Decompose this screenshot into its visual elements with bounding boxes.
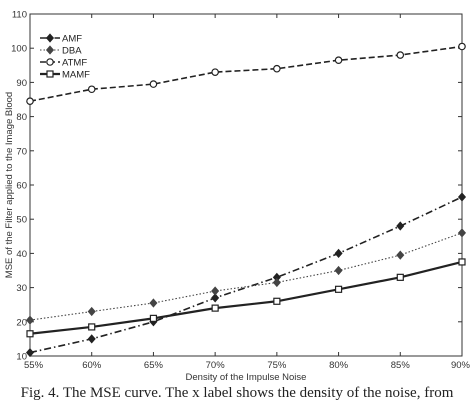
- data-point-atmf: [396, 51, 405, 59]
- x-tick-label: 70%: [206, 360, 226, 371]
- x-tick-label: 90%: [451, 360, 471, 371]
- data-point-mamf: [211, 304, 219, 312]
- y-tick-label: 30: [16, 283, 27, 294]
- data-point-dba: [149, 298, 158, 308]
- data-point-atmf: [211, 68, 219, 76]
- data-point-amf: [211, 293, 220, 303]
- figure-caption: Fig. 4. The MSE curve. The x label shows…: [20, 385, 454, 401]
- data-point-mamf: [334, 285, 343, 293]
- data-point-dba: [25, 315, 35, 325]
- y-tick-label: 60: [16, 181, 27, 192]
- x-tick-label: 80%: [329, 360, 349, 371]
- data-point-mamf: [396, 273, 404, 281]
- data-point-mamf: [149, 314, 158, 322]
- y-tick-label: 50: [16, 215, 27, 226]
- x-tick-label: 65%: [144, 360, 164, 371]
- y-tick-label: 70: [16, 146, 27, 157]
- series-line-mamf: [29, 260, 463, 335]
- y-tick-label: 100: [11, 44, 27, 55]
- data-point-atmf: [149, 80, 158, 88]
- legend-label-amf: AMF: [62, 34, 82, 45]
- y-axis-label: MSE of the Filter applied to the Image B…: [4, 92, 15, 278]
- data-point-amf: [334, 248, 343, 259]
- data-point-mamf: [458, 258, 466, 266]
- x-axis-label: Density of the Impulse Noise: [186, 372, 307, 383]
- legend-marker-mamf: [46, 70, 54, 78]
- y-tick-label: 40: [16, 249, 27, 260]
- data-point-dba: [334, 265, 343, 276]
- y-tick-label: 90: [16, 78, 27, 89]
- data-point-amf: [457, 192, 467, 202]
- legend-marker-amf: [45, 33, 55, 43]
- data-point-atmf: [26, 97, 34, 106]
- y-tick-label: 10: [16, 352, 27, 363]
- y-tick-label: 80: [16, 112, 27, 123]
- legend-label-dba: DBA: [62, 46, 82, 57]
- legend-marker-atmf: [46, 58, 54, 66]
- data-point-amf: [396, 221, 405, 231]
- x-tick-label: 55%: [24, 360, 44, 371]
- data-point-dba: [211, 286, 220, 296]
- x-tick-label: 85%: [391, 360, 411, 371]
- y-tick-label: 110: [12, 10, 27, 21]
- series-line-atmf: [29, 45, 463, 102]
- legend-marker-dba: [45, 45, 55, 55]
- mse-line-chart: 10 20 30 40 50 60 70 80 90 100 110 55% 60% 65% 70% 75% 8…: [4, 10, 471, 384]
- data-point-amf: [25, 347, 35, 358]
- data-point-mamf: [88, 323, 96, 331]
- legend-label-mamf: MAMF: [62, 70, 90, 81]
- data-point-dba: [272, 277, 281, 288]
- data-point-atmf: [273, 64, 281, 73]
- data-point-atmf: [458, 42, 466, 51]
- data-point-amf: [87, 334, 96, 344]
- data-point-dba: [396, 250, 405, 260]
- data-point-dba: [457, 228, 467, 238]
- data-point-atmf: [334, 56, 343, 64]
- y-tick-label: 20: [16, 317, 27, 328]
- data-point-mamf: [273, 297, 281, 305]
- data-point-mamf: [26, 330, 34, 338]
- data-point-dba: [87, 306, 96, 317]
- data-point-atmf: [87, 85, 96, 94]
- legend-label-atmf: ATMF: [62, 58, 87, 69]
- series-line-amf: [29, 196, 463, 354]
- x-tick-label: 75%: [267, 360, 287, 371]
- x-tick-label: 60%: [82, 360, 102, 371]
